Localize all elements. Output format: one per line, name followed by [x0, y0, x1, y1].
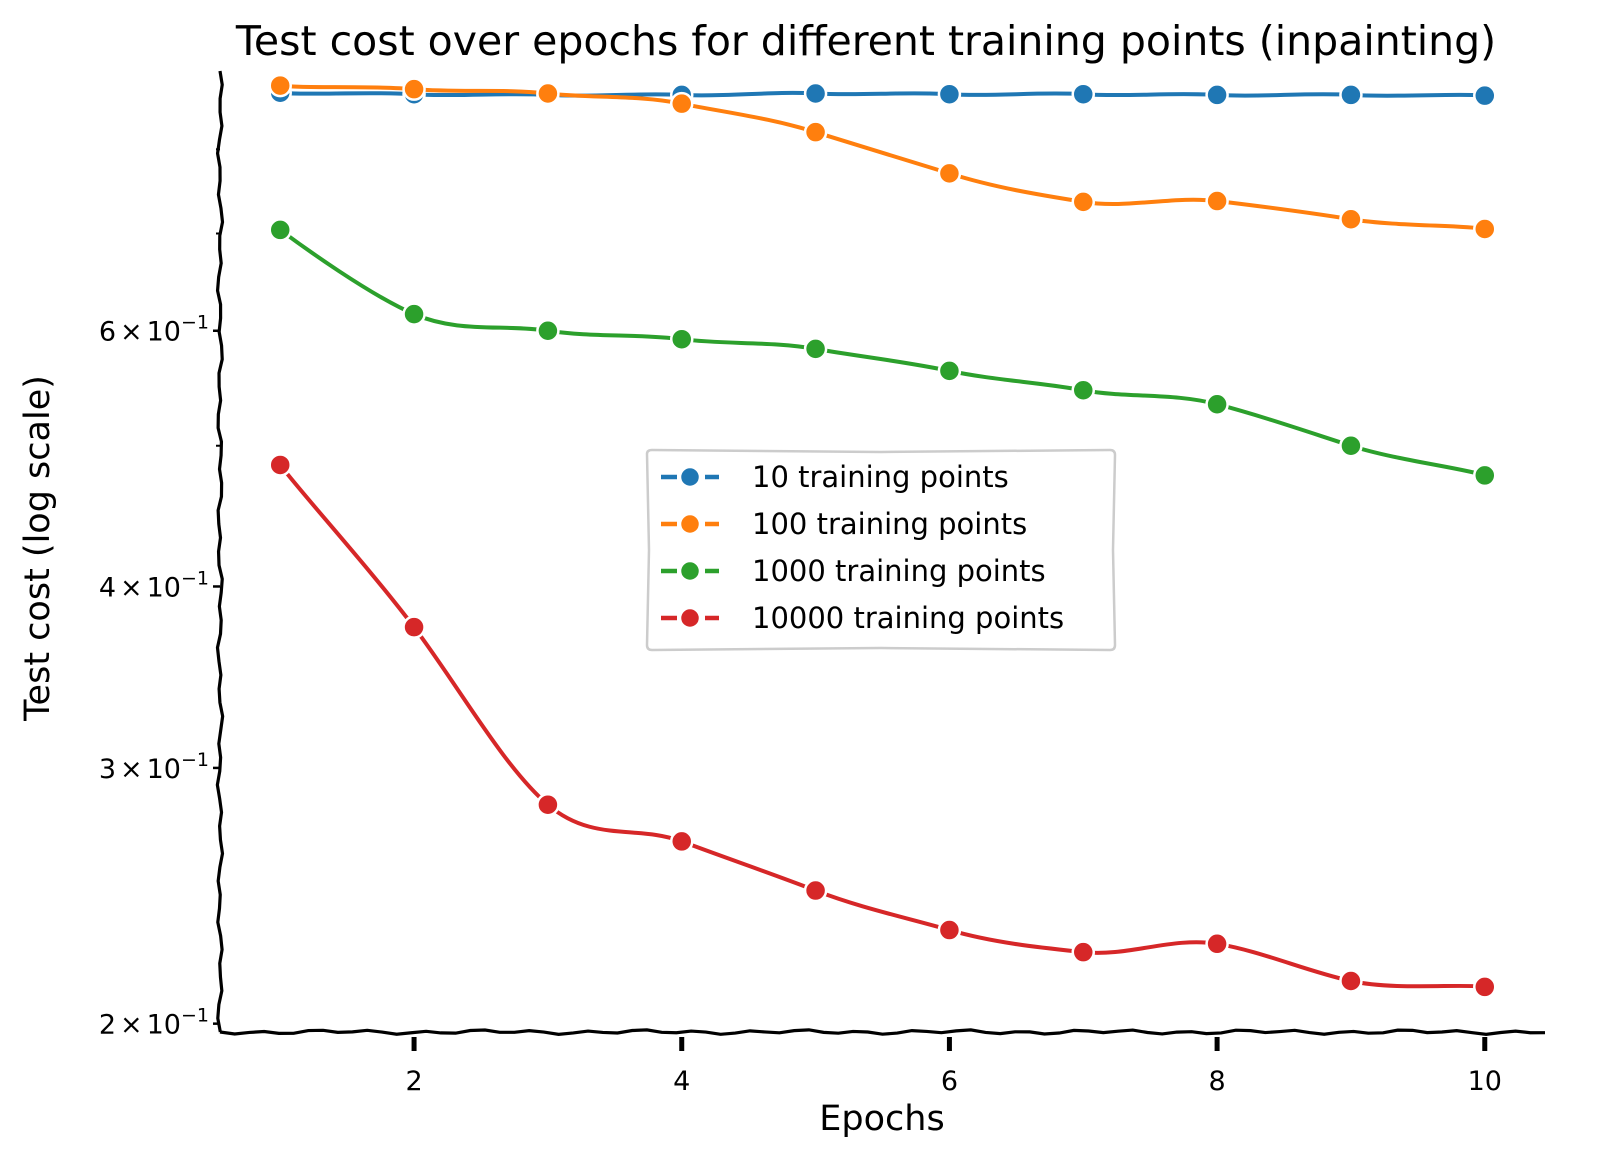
data-point	[536, 792, 560, 817]
plot-area: 2 4 6 8 102 × 10−13 × 10−14 × 10−16 × 10−110 trainin…	[99, 70, 1546, 1097]
data-point	[1473, 975, 1497, 999]
y-tick-mantissa: 4	[99, 572, 116, 603]
data-point	[1473, 83, 1497, 108]
legend-marker	[678, 512, 702, 536]
y-tick-times: ×	[120, 317, 143, 348]
legend-marker	[678, 559, 702, 583]
y-tick-mantissa: 2	[99, 1010, 116, 1041]
legend-item: 100 training points	[661, 507, 1027, 541]
data-point	[1339, 969, 1363, 993]
data-point	[1339, 433, 1363, 458]
legend-label: 1000 training points	[752, 554, 1046, 588]
legend-item: 10000 training points	[661, 601, 1064, 635]
y-tick-times: ×	[120, 1010, 143, 1041]
data-point	[1205, 932, 1229, 956]
y-tick-label: 6 × 10−1	[99, 312, 209, 348]
data-point	[803, 337, 828, 361]
legend-frame	[645, 448, 1117, 652]
data-point	[536, 81, 560, 106]
y-tick-base: 10	[147, 572, 181, 603]
legend: 10 training points 100 training points 100…	[645, 448, 1117, 652]
legend-marker	[678, 606, 702, 630]
x-axis-spine	[219, 1028, 1546, 1036]
chart-title: Test cost over epochs for different trai…	[235, 17, 1496, 65]
data-point	[669, 829, 694, 854]
legend-label: 10 training points	[752, 460, 1009, 494]
series-line	[278, 83, 1487, 232]
data-point	[1205, 392, 1229, 416]
legend-item: 10 training points	[661, 460, 1009, 494]
data-point	[1205, 83, 1229, 107]
data-point	[803, 81, 828, 106]
legend-label: 10000 training points	[752, 601, 1064, 635]
series-line	[278, 462, 1487, 989]
y-tick-base: 10	[147, 317, 181, 348]
legend-label: 100 training points	[752, 507, 1027, 541]
series-2	[268, 73, 1497, 241]
y-tick-times: ×	[120, 572, 143, 603]
y-tick-power: −1	[181, 1005, 209, 1027]
y-axis-spine	[215, 70, 225, 1033]
y-tick-mantissa: 3	[99, 754, 116, 785]
data-point	[669, 327, 694, 351]
data-point	[1071, 190, 1096, 214]
y-tick-base: 10	[147, 754, 181, 785]
data-point	[1473, 463, 1497, 488]
x-tick-label: 8	[1209, 1066, 1226, 1097]
data-point	[402, 77, 426, 101]
series-line	[278, 227, 1487, 478]
y-tick-power: −1	[181, 749, 209, 771]
data-point	[268, 453, 292, 477]
y-tick-mantissa: 6	[99, 317, 116, 348]
y-tick-power: −1	[181, 312, 209, 334]
data-point	[1071, 82, 1096, 106]
x-tick-label: 2	[405, 1066, 422, 1097]
y-tick-label: 4 × 10−1	[99, 567, 209, 603]
data-point	[1339, 207, 1363, 232]
data-point	[402, 302, 426, 326]
legend-item: 1000 training points	[661, 554, 1046, 588]
data-point	[803, 878, 828, 903]
legend-marker	[678, 465, 702, 489]
data-point	[937, 161, 962, 186]
x-tick-label: 4	[673, 1066, 690, 1097]
data-point	[402, 615, 426, 639]
data-point	[803, 120, 828, 144]
data-point	[1205, 189, 1229, 213]
data-point	[669, 91, 694, 116]
data-point	[1339, 83, 1363, 107]
data-point	[536, 318, 560, 343]
x-axis-label: Epochs	[819, 1099, 944, 1139]
data-point	[937, 918, 962, 942]
data-point	[1071, 378, 1096, 402]
data-point	[937, 359, 962, 383]
y-tick-label: 3 × 10−1	[99, 749, 209, 785]
y-tick-times: ×	[120, 754, 143, 785]
data-point	[937, 82, 962, 106]
series-1	[268, 81, 1497, 108]
data-point	[268, 218, 292, 242]
data-point	[268, 73, 292, 98]
series-4	[268, 453, 1497, 999]
x-tick-label: 6	[941, 1066, 958, 1097]
x-tick-label: 10	[1468, 1066, 1502, 1097]
series-line	[278, 90, 1487, 98]
series-3	[268, 218, 1497, 488]
y-tick-power: −1	[181, 567, 209, 589]
y-tick-base: 10	[147, 1010, 181, 1041]
data-point	[1473, 217, 1497, 241]
y-tick-label: 2 × 10−1	[99, 1005, 209, 1041]
data-point	[1071, 940, 1096, 964]
y-axis-label: Test cost (log scale)	[18, 375, 58, 722]
